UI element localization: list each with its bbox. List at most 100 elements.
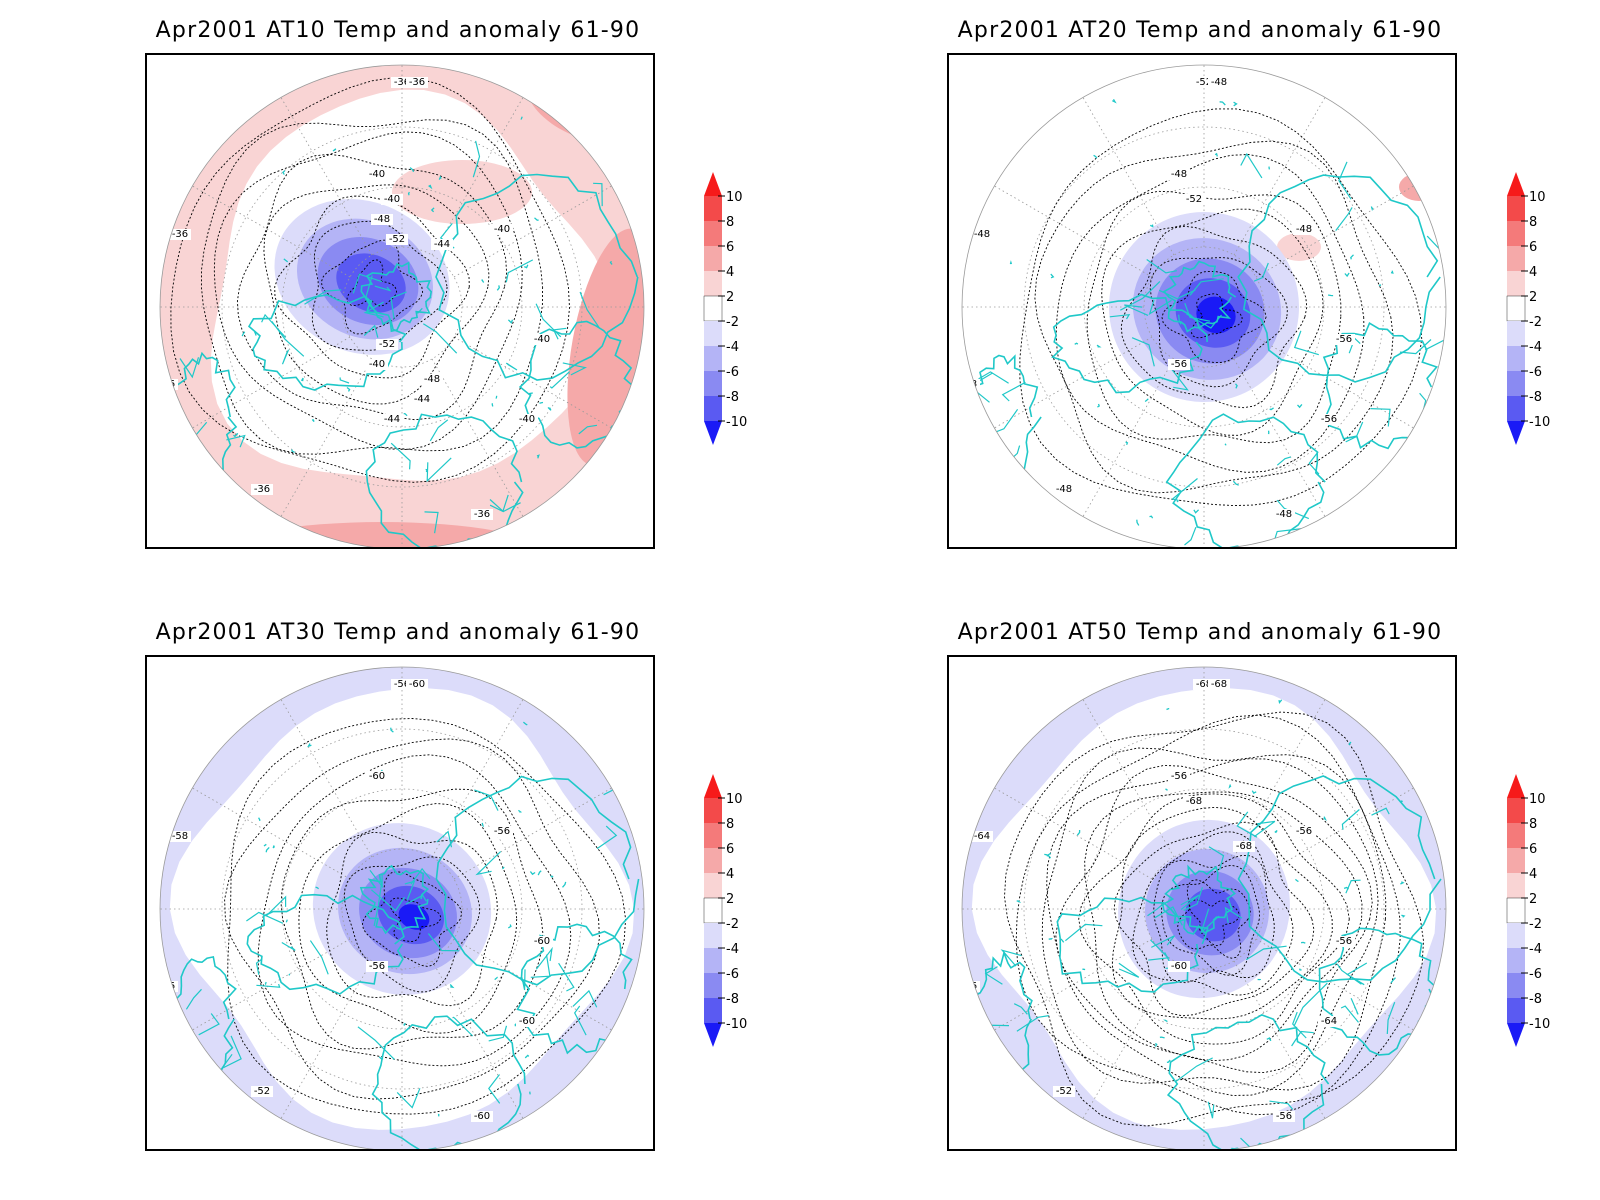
country-border [578,424,598,435]
contour-label-bg [366,961,388,972]
contour-label: -56 [394,679,410,690]
contour-label: -48 [374,214,390,225]
coastline [360,261,433,333]
temperature-contour [389,897,441,942]
contour-label: -56 [1321,414,1337,425]
contour-label-bg [366,169,388,180]
meridian [192,336,351,429]
contour-label: -60 [369,771,385,782]
map-disk: -68-68-64-56-52-56-56-56-56-60-64-68-68 [962,667,1446,1149]
colorbar-segment [1507,873,1525,898]
island [550,875,554,878]
country-border [579,291,601,329]
country-border [978,371,1009,384]
meridian [280,699,373,858]
island [1224,443,1227,446]
island [496,285,500,291]
island [1093,154,1098,159]
island [1233,101,1238,107]
country-border [309,940,329,975]
country-border [404,880,416,901]
temperature-contour [274,195,470,379]
colorbar-arrow-bottom [704,421,722,445]
meridian [994,787,1153,880]
contour-label: -56 [1336,936,1352,947]
island [1159,1036,1165,1039]
contour-label-bg [1318,1016,1340,1027]
island [1323,816,1327,822]
colorbar-segment [704,948,722,973]
temperature-contour [1041,747,1387,1091]
country-border [549,371,571,389]
coastline [1161,864,1236,935]
contour-label-bg [1208,77,1230,88]
country-border [1016,1015,1049,1032]
contour-label: -56 [1336,334,1352,345]
country-border [1109,313,1131,320]
colorbar-tick-label: 8 [1529,215,1537,230]
colorbar-tick-label: 4 [726,867,734,882]
temperature-contour [1055,154,1365,473]
colorbar-tick-label: 2 [726,290,734,305]
colorbar-tick-label: 8 [1529,817,1537,832]
contour-label: -44 [414,394,430,405]
colorbar-segment [704,346,722,371]
panel-title: Apr2001 AT10 Temp and anomaly 61-90 [155,18,641,43]
contour-label-bg [366,359,388,370]
country-border [390,442,411,470]
island [437,1113,440,1117]
coastline [1162,260,1237,333]
country-border [1184,526,1197,546]
contour-label-bg [516,414,538,425]
colorbar-tick-label: -4 [1529,942,1542,957]
colorbar-segment [1507,371,1525,396]
country-border [1183,887,1203,911]
country-border [422,323,458,354]
island [1228,784,1232,789]
contour-label-bg [421,374,443,385]
island [1176,500,1179,503]
island [300,377,304,382]
contour-label-bg [1273,509,1295,520]
temperature-contour [326,831,498,1007]
contour-label-bg [406,77,428,88]
colorbar-arrow-bottom [1507,1023,1525,1047]
contour-label: -40 [534,334,550,345]
meridian [1233,699,1326,858]
map-disk: -52-48-48-48-48-48-48-48-56-56-56-52 [962,65,1446,547]
country-border [1371,807,1390,816]
colorbar-tick-label: 6 [726,842,734,857]
island [409,167,415,173]
temperature-contour [1149,257,1288,388]
country-border [1338,161,1352,200]
colorbar-tick-label: 8 [726,817,734,832]
island [449,984,455,989]
island [407,191,411,196]
contour-label: -48 [424,374,440,385]
contour-label: -56 [1171,359,1187,370]
country-border [427,933,460,952]
colorbar-segment [704,798,722,823]
latitude-circle [221,728,583,1090]
island [1219,101,1226,106]
country-border [304,289,342,305]
temperature-contour [1019,108,1423,507]
contour-label: -56 [1276,1111,1292,1122]
colorbar-segment [1507,948,1525,973]
country-border [572,989,598,1008]
island [1214,152,1218,157]
contour-label: -56 [494,826,510,837]
island [1266,1037,1272,1042]
country-border [1131,337,1155,367]
island [258,817,261,822]
contour-label-bg [1193,77,1215,88]
contour-label-bg [371,214,393,225]
contour-label: -68 [1186,796,1202,807]
island [1046,852,1052,859]
contour-layer [224,718,627,1115]
country-border [452,1016,474,1037]
country-border [1276,499,1310,520]
polar-map-at10: -36 -36 -36 -36 -36 -36 -40 -40 -40 -40 -40 -40 -44-… [145,53,655,549]
island [1166,707,1170,711]
colorbar-segment [704,396,722,421]
